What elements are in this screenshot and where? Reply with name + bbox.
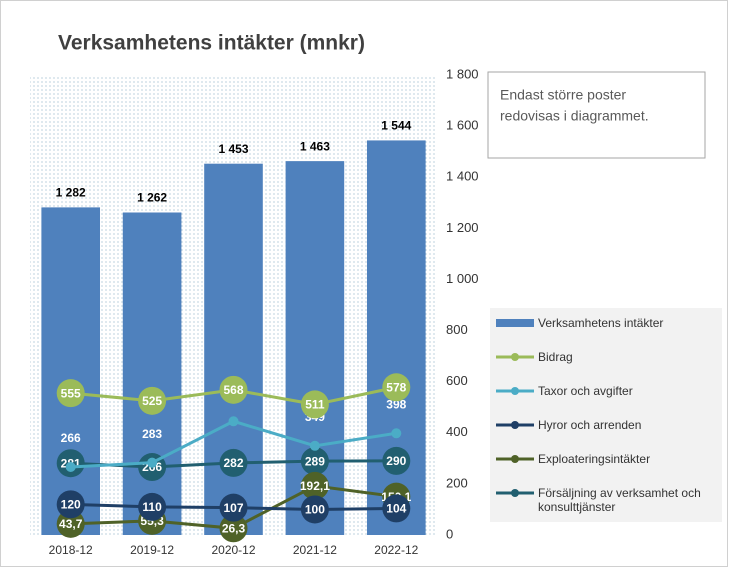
data-label: 555: [61, 386, 81, 400]
y-tick-label: 1 000: [446, 271, 479, 286]
marker: [309, 440, 320, 451]
data-label: 100: [305, 503, 325, 517]
marker: [138, 386, 167, 415]
marker: [382, 446, 411, 475]
data-label: 1 544: [381, 119, 411, 133]
legend-swatch-marker: [511, 455, 519, 463]
bar: [41, 207, 101, 535]
legend-swatch: [496, 455, 534, 463]
marker: [300, 447, 329, 476]
y-tick-label: 1 800: [446, 66, 479, 81]
legend-label: Taxor och avgifter: [538, 384, 633, 398]
marker: [147, 457, 158, 468]
annotation: redovisas i diagrammet.: [500, 108, 649, 124]
data-label: 283: [142, 427, 162, 441]
data-label: 511: [305, 398, 325, 412]
marker: [56, 379, 85, 408]
marker: [382, 494, 411, 523]
legend-item: Exploateringsintäkter: [496, 452, 722, 466]
x-tick-label: 2022-12: [374, 543, 418, 557]
data-label: 568: [223, 383, 243, 397]
data-label: 120: [61, 498, 81, 512]
y-tick-label: 1 600: [446, 118, 479, 133]
data-label: 398: [386, 397, 406, 411]
marker: [391, 428, 402, 439]
marker: [219, 448, 248, 477]
annotation-box: [487, 71, 706, 159]
data-label: 1 453: [218, 142, 248, 156]
data-label: 26,3: [222, 521, 246, 535]
data-label: 525: [142, 394, 162, 408]
y-tick-label: 800: [446, 322, 468, 337]
bar: [204, 163, 263, 535]
marker: [65, 462, 76, 473]
data-label: 1 282: [56, 186, 86, 200]
legend-label: Försäljning av verksamhet och konsulttjä…: [538, 486, 701, 514]
y-tick-label: 200: [446, 475, 468, 490]
data-label: 104: [386, 502, 406, 516]
legend-swatch-marker: [511, 387, 519, 395]
data-label: 289: [305, 454, 325, 468]
legend-item: Verksamhetens intäkter: [496, 316, 722, 330]
legend-item: Hyror och arrenden: [496, 418, 722, 432]
legend-label: Exploateringsintäkter: [538, 452, 651, 466]
data-label: 282: [223, 456, 243, 470]
bar: [366, 140, 426, 535]
chart-title: Verksamhetens intäkter (mnkr): [58, 32, 365, 55]
legend-swatch: [496, 319, 534, 327]
legend-swatch: [496, 387, 534, 395]
y-tick-label: 600: [446, 373, 468, 388]
legend-swatch: [496, 353, 534, 361]
y-tick-label: 1 200: [446, 220, 479, 235]
data-label: 578: [386, 380, 406, 394]
marker: [138, 492, 167, 521]
data-label: 266: [61, 431, 81, 445]
y-tick-label: 0: [446, 526, 453, 541]
x-tick-label: 2019-12: [130, 543, 174, 557]
data-label: 107: [223, 501, 243, 515]
legend-swatch-marker: [511, 489, 519, 497]
marker: [228, 416, 239, 427]
data-label: 110: [142, 500, 162, 514]
legend: Verksamhetens intäkter Bidrag Taxor och av…: [490, 308, 722, 522]
y-tick-label: 400: [446, 424, 468, 439]
annotation: Endast större poster: [500, 87, 626, 103]
data-label: 1 262: [137, 191, 167, 205]
legend-item: Försäljning av verksamhet och konsulttjä…: [496, 486, 722, 514]
bar: [122, 212, 182, 535]
marker: [300, 390, 329, 419]
legend-swatch: [496, 489, 534, 497]
x-tick-label: 2018-12: [49, 543, 93, 557]
y-tick-label: 1 400: [446, 169, 479, 184]
marker: [300, 471, 329, 500]
data-label: 43,7: [59, 517, 83, 531]
legend-label: Verksamhetens intäkter: [538, 316, 664, 330]
legend-swatch-marker: [511, 353, 519, 361]
data-label: 1 463: [300, 139, 330, 153]
marker: [219, 514, 248, 543]
marker: [382, 373, 411, 402]
x-tick-label: 2021-12: [293, 543, 337, 557]
legend-item: Bidrag: [496, 350, 722, 364]
data-label: 192,1: [300, 479, 330, 493]
legend-label: Bidrag: [538, 350, 573, 364]
marker: [56, 509, 85, 538]
legend-swatch-rect: [496, 319, 534, 327]
x-tick-label: 2020-12: [211, 543, 255, 557]
marker: [219, 493, 248, 522]
legend-swatch: [496, 421, 534, 429]
data-label: 290: [386, 454, 406, 468]
legend-label: Hyror och arrenden: [538, 418, 642, 432]
marker: [56, 490, 85, 519]
legend-swatch-marker: [511, 421, 519, 429]
marker: [300, 495, 329, 524]
legend-item: Taxor och avgifter: [496, 384, 722, 398]
marker: [219, 375, 248, 404]
